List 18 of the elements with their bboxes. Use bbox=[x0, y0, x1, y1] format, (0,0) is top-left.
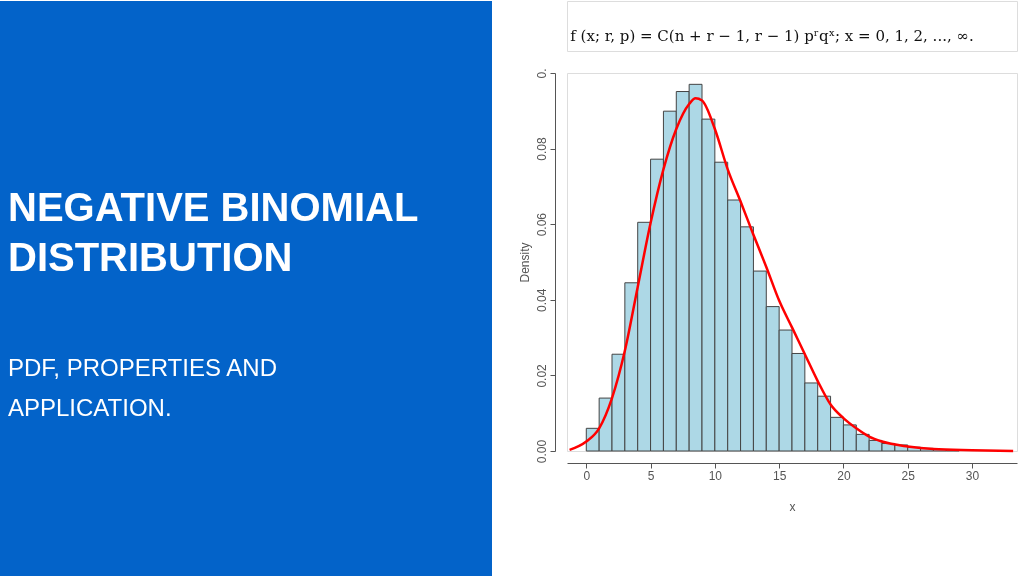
x-tick-label: 15 bbox=[772, 468, 787, 483]
x-tick-label: 5 bbox=[647, 468, 655, 483]
text: PDF, PROPERTIES AND APPLICATION. bbox=[8, 354, 277, 421]
x-tick-label: 0 bbox=[583, 468, 591, 483]
x-tick-label: 10 bbox=[708, 468, 723, 483]
x-tick-label: 20 bbox=[837, 468, 851, 483]
y-tick-label: 0.02 bbox=[534, 363, 549, 388]
y-tick-label: 0. bbox=[534, 68, 549, 79]
y-tick-label: 0.00 bbox=[534, 439, 549, 464]
x-axis-title: x bbox=[789, 499, 796, 514]
text: NEGATIVE BINOMIAL DISTRIBUTION bbox=[8, 185, 419, 279]
y-tick-label: 0.04 bbox=[534, 288, 549, 312]
text: f (x; r, p) = C(n + r − 1, r − 1) pʳqˣ; x = 0, 1, 2, ..., ∞. bbox=[570, 27, 974, 45]
y-tick-label: 0.08 bbox=[534, 137, 549, 161]
y-axis-title: Density bbox=[517, 242, 532, 283]
y-tick-label: 0.06 bbox=[534, 212, 549, 237]
x-tick-label: 25 bbox=[901, 468, 916, 483]
x-tick-label: 30 bbox=[965, 468, 980, 483]
